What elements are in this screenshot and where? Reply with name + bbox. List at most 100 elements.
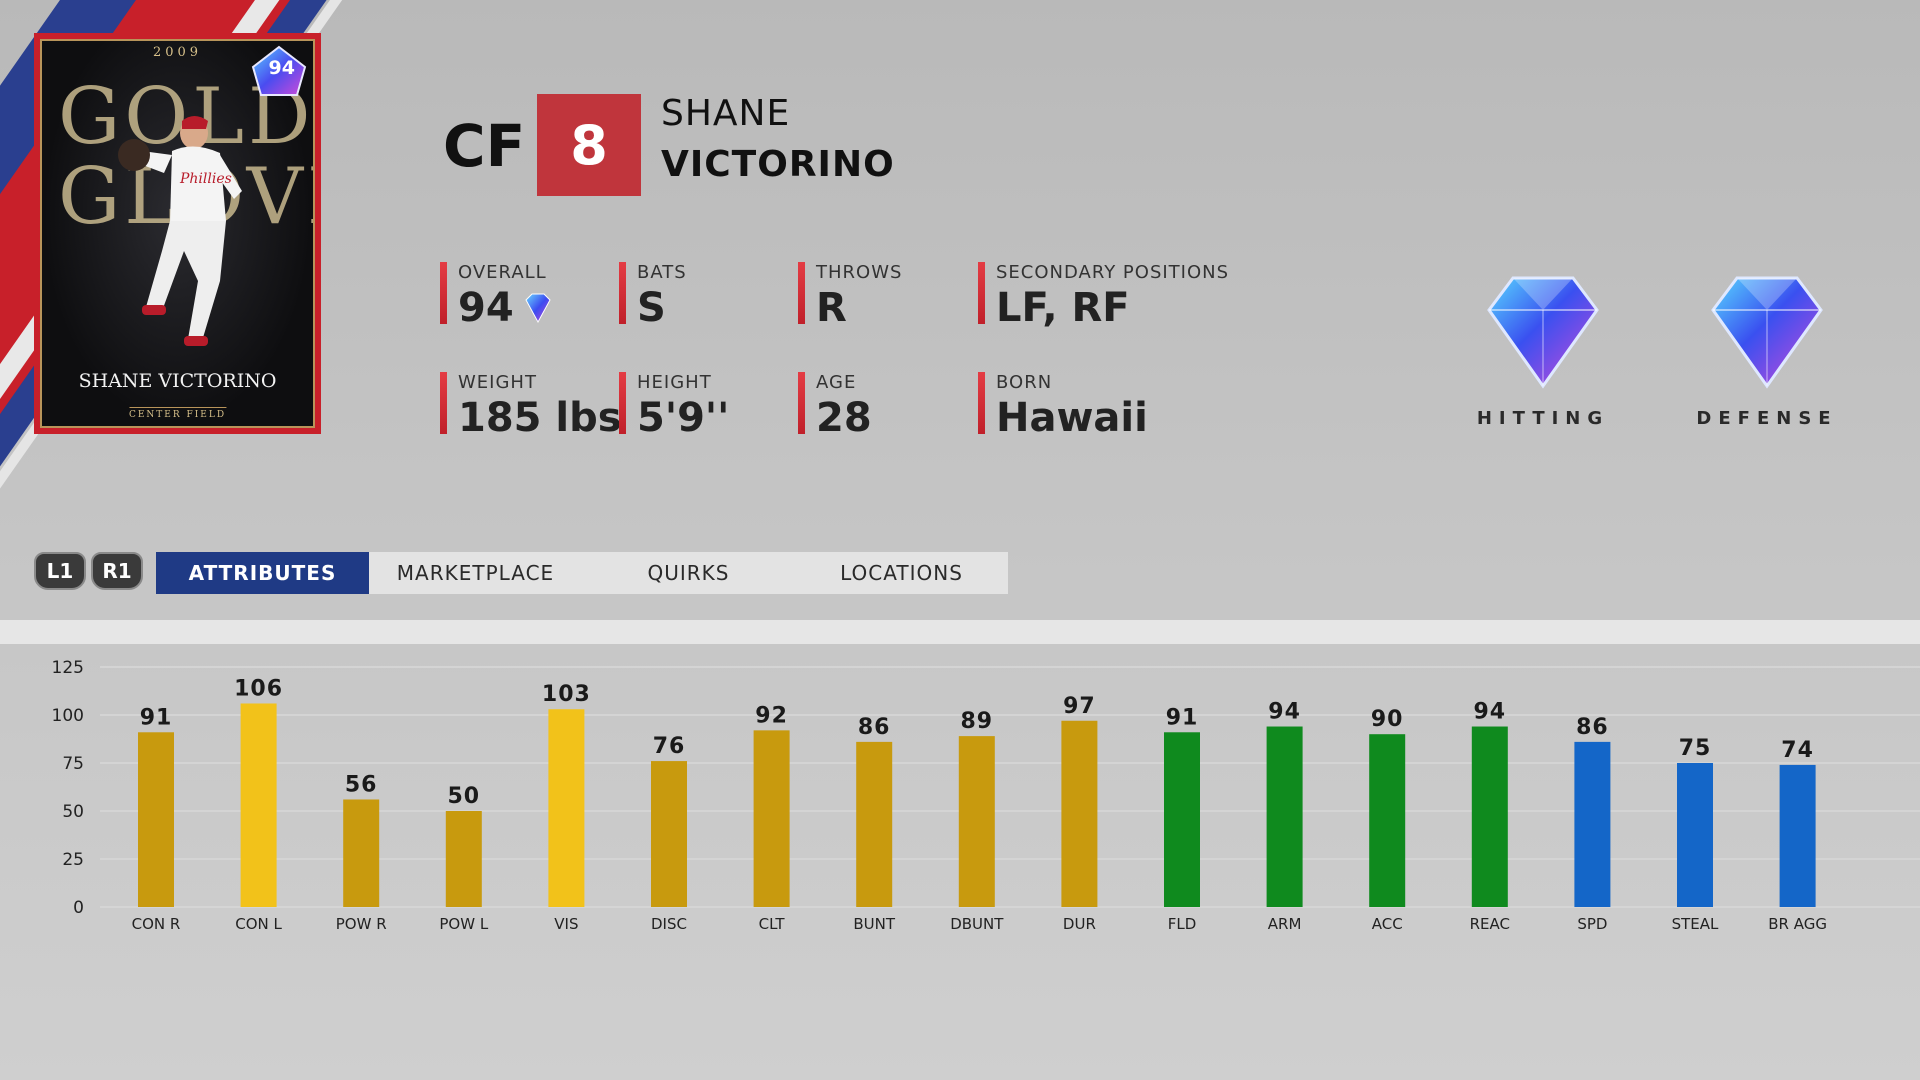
bar-con-l [240, 703, 277, 907]
bar-pow-l [445, 811, 482, 907]
y-tick-label: 100 [52, 706, 84, 726]
hitting-label: HITTING [1476, 408, 1610, 429]
x-category-label: BR AGG [1768, 915, 1827, 933]
x-category-label: ARM [1268, 915, 1302, 933]
bar-value-label: 86 [858, 715, 891, 740]
y-tick-label: 25 [62, 850, 84, 870]
x-category-label: POW R [336, 915, 387, 933]
stat-height: HEIGHT 5'9'' [619, 372, 729, 441]
r1-button[interactable]: R1 [91, 552, 143, 590]
bar-vis [548, 709, 585, 907]
x-category-label: CON R [132, 915, 181, 933]
stat-bats: BATS S [619, 262, 687, 331]
diamond-icon [525, 293, 551, 324]
l1-button[interactable]: L1 [34, 552, 86, 590]
bar-value-label: 94 [1473, 700, 1506, 725]
bar-value-label: 91 [1166, 705, 1199, 730]
stat-secondary-positions: SECONDARY POSITIONS LF, RF [978, 262, 1229, 331]
tab-locations[interactable]: LOCATIONS [795, 552, 1008, 594]
stat-overall: OVERALL 94 [440, 262, 558, 331]
x-category-label: STEAL [1672, 915, 1719, 933]
bar-value-label: 97 [1063, 694, 1096, 719]
stat-secondary-value: LF, RF [996, 285, 1130, 331]
bar-disc [651, 761, 687, 907]
bar-clt [753, 730, 790, 907]
defense-rating: DEFENSE [1682, 270, 1852, 429]
bar-value-label: 94 [1268, 700, 1301, 725]
x-category-label: BUNT [853, 915, 895, 933]
x-category-label: CLT [759, 915, 786, 933]
bar-value-label: 50 [447, 784, 480, 809]
y-tick-label: 75 [62, 754, 84, 774]
tab-quirks[interactable]: QUIRKS [582, 552, 795, 594]
y-tick-label: 0 [73, 898, 84, 918]
bar-spd [1574, 741, 1611, 907]
x-category-label: REAC [1470, 915, 1510, 933]
bar-bunt [856, 741, 893, 907]
stat-throws-label: THROWS [816, 262, 903, 283]
svg-text:Phillies: Phillies [179, 171, 232, 187]
bar-value-label: 89 [960, 709, 993, 734]
bar-dur [1061, 720, 1098, 907]
player-card-art: 2009 GOLD GLOVE Phillies SHANE VICTORINO… [40, 39, 315, 428]
bar-value-label: 103 [542, 682, 591, 707]
stat-age-value: 28 [816, 395, 872, 441]
bar-value-label: 86 [1576, 715, 1609, 740]
stat-overall-label: OVERALL [458, 262, 547, 283]
bar-dbunt [958, 736, 995, 907]
bar-value-label: 90 [1371, 707, 1404, 732]
stat-weight-label: WEIGHT [458, 372, 537, 393]
stat-throws-value: R [816, 285, 847, 331]
player-first-name: SHANE [661, 93, 791, 134]
bar-value-label: 56 [345, 772, 378, 797]
x-category-label: ACC [1372, 915, 1403, 933]
x-category-label: POW L [439, 915, 488, 933]
x-category-label: CON L [235, 915, 282, 933]
chart-header-band [0, 620, 1920, 644]
stat-bats-value: S [637, 285, 666, 331]
player-photo: Phillies [118, 116, 242, 346]
card-overall: 94 [268, 57, 295, 79]
stat-overall-value-row: 94 [458, 285, 558, 331]
bar-reac [1471, 726, 1508, 907]
stat-height-value: 5'9'' [637, 395, 730, 441]
bar-value-label: 92 [755, 703, 788, 728]
stat-born: BORN Hawaii [978, 372, 1148, 441]
bar-value-label: 74 [1781, 738, 1814, 763]
tab-marketplace[interactable]: MARKETPLACE [369, 552, 582, 594]
stat-secondary-label: SECONDARY POSITIONS [996, 262, 1230, 283]
bar-value-label: 91 [140, 705, 173, 730]
x-category-label: SPD [1577, 915, 1607, 933]
stat-weight: WEIGHT 185 lbs [440, 372, 622, 441]
stat-age-label: AGE [816, 372, 857, 393]
stat-age: AGE 28 [798, 372, 872, 441]
hitting-rating: HITTING [1458, 270, 1628, 429]
y-tick-label: 125 [52, 658, 84, 678]
jersey-number: 8 [537, 94, 641, 196]
attributes-chart: 0 25 50 75 100 125 91 CON R 106 CON L 56 POW R 50 POW… [52, 658, 1920, 933]
primary-position: CF [443, 112, 526, 180]
x-category-label: DBUNT [950, 915, 1004, 933]
bar-value-label: 75 [1679, 736, 1712, 761]
stat-born-label: BORN [996, 372, 1053, 393]
bar-value-label: 106 [234, 676, 283, 701]
tab-bar: ATTRIBUTES MARKETPLACE QUIRKS LOCATIONS [156, 552, 1008, 594]
defense-diamond-icon [1711, 276, 1823, 389]
x-category-label: DISC [651, 915, 687, 933]
stat-born-value: Hawaii [996, 395, 1148, 441]
bar-pow-r [343, 799, 380, 907]
card-position: CENTER FIELD [128, 407, 227, 420]
x-category-label: DUR [1063, 915, 1096, 933]
stat-bats-label: BATS [637, 262, 687, 283]
x-category-label: VIS [554, 915, 578, 933]
bar-acc [1369, 734, 1406, 907]
bar-arm [1266, 726, 1303, 907]
bar-value-label: 76 [653, 734, 686, 759]
tab-attributes[interactable]: ATTRIBUTES [156, 552, 369, 594]
bar-con-r [138, 732, 174, 907]
bar-fld [1164, 732, 1200, 907]
stat-throws: THROWS R [798, 262, 902, 331]
stat-overall-value: 94 [458, 285, 514, 331]
card-year: 2009 [152, 45, 203, 60]
diamond-badge-icon [251, 45, 307, 96]
